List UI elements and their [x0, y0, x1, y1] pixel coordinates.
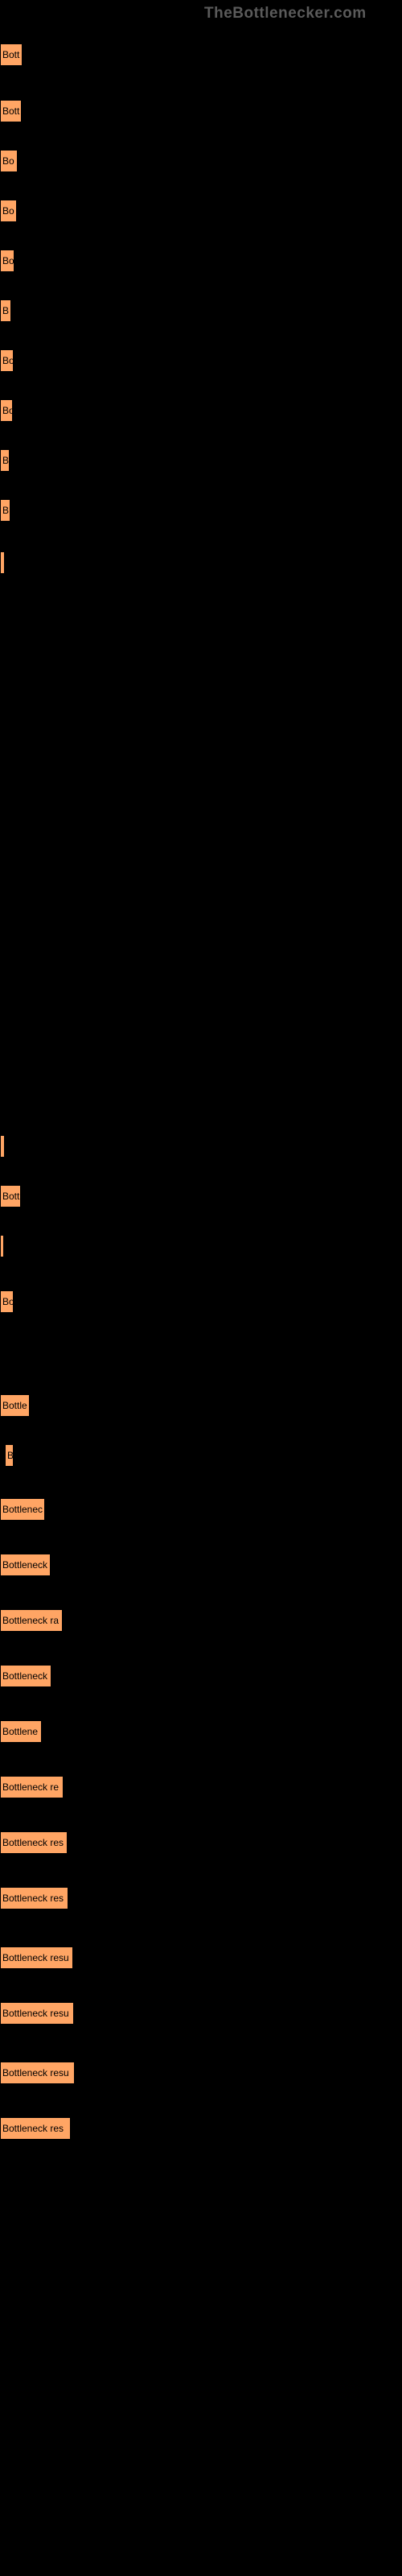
chart-bar: Bottleneck — [0, 1554, 51, 1576]
chart-bar — [0, 1235, 4, 1257]
chart-bar: Bott — [0, 1185, 21, 1208]
chart-bar — [0, 1135, 5, 1158]
chart-bar: Bo — [0, 399, 13, 422]
chart-bar: Bottleneck ra — [0, 1609, 63, 1632]
watermark-text: TheBottlenecker.com — [204, 5, 367, 23]
chart-bar: Bottlene — [0, 1720, 42, 1743]
chart-bar — [0, 551, 5, 574]
chart-bar: B — [0, 299, 11, 322]
chart-bar: Bottleneck res — [0, 2117, 71, 2140]
chart-bar: Bottleneck resu — [0, 1946, 73, 1969]
chart-bar: B — [0, 499, 10, 522]
chart-bar: Bott — [0, 43, 23, 66]
chart-bar: Bottleneck res — [0, 1887, 68, 1909]
chart-bar: Bottle — [0, 1394, 30, 1417]
chart-bar: Bo — [0, 150, 18, 172]
chart-bar: Bott — [0, 100, 22, 122]
chart-bar: Bo — [0, 1290, 14, 1313]
chart-bar: Bottleneck resu — [0, 2002, 74, 2025]
chart-bar: Bottleneck re — [0, 1776, 64, 1798]
chart-bar: Bottleneck — [0, 1665, 51, 1687]
chart-bar: B — [0, 449, 10, 472]
chart-bar: Bo — [0, 349, 14, 372]
chart-bar: Bottleneck resu — [0, 2062, 75, 2084]
chart-bar: Bottleneck res — [0, 1831, 68, 1854]
chart-bar: Bo — [0, 250, 14, 272]
chart-bar: Bo — [0, 200, 17, 222]
chart-bar: Bottlenec — [0, 1498, 45, 1521]
chart-bar: B — [5, 1444, 14, 1467]
